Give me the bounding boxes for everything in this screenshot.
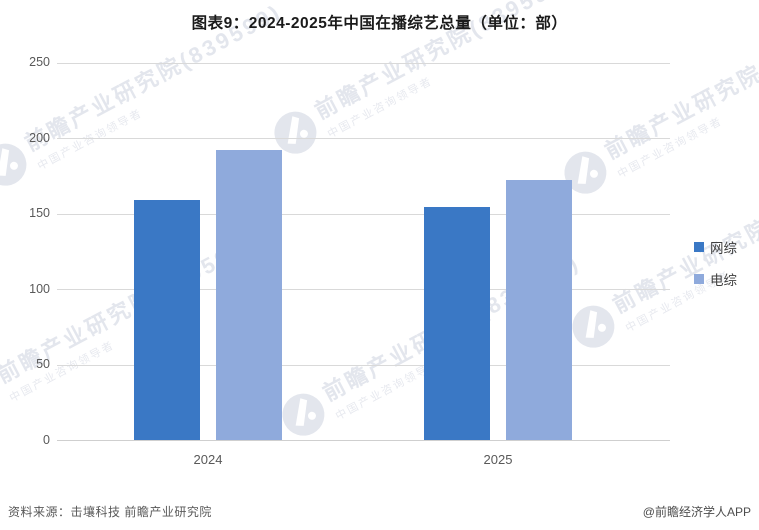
y-tick-label-100: 100 (29, 281, 50, 296)
legend-label-dianzong: 电综 (710, 273, 737, 288)
gridline-50 (57, 364, 670, 366)
plot-area (57, 62, 670, 441)
y-tick-label-50: 50 (36, 357, 50, 372)
x-axis-line (57, 440, 670, 441)
bar-2024-wangzong (134, 200, 200, 440)
source-note: 资料来源：击壤科技 前瞻产业研究院 (8, 505, 212, 519)
legend-item-wangzong: 网综 (694, 237, 737, 257)
bar-2025-wangzong (424, 207, 490, 440)
legend-item-dianzong: 电综 (694, 269, 737, 289)
watermark-logo-icon (0, 367, 7, 427)
legend: 网综 电综 (694, 237, 737, 289)
gridline-200 (57, 138, 670, 140)
credit-note: @前瞻经济学人APP (642, 505, 751, 519)
bar-2024-dianzong (216, 150, 282, 440)
legend-swatch-dianzong (694, 274, 704, 284)
bar-2025-dianzong (506, 180, 572, 440)
y-tick-label-150: 150 (29, 206, 50, 221)
gridline-150 (57, 213, 670, 215)
x-tick-label-2024: 2024 (193, 452, 223, 467)
legend-label-wangzong: 网综 (710, 241, 737, 256)
chart-title: 图表9：2024-2025年中国在播综艺总量（单位：部） (191, 15, 568, 32)
y-tick-label-0: 0 (43, 433, 50, 447)
gridline-100 (57, 289, 670, 291)
gridline-250 (57, 62, 670, 64)
legend-swatch-wangzong (694, 242, 704, 252)
x-tick-label-2025: 2025 (483, 452, 513, 467)
y-tick-label-200: 200 (29, 130, 50, 145)
y-tick-label-250: 250 (29, 55, 50, 69)
